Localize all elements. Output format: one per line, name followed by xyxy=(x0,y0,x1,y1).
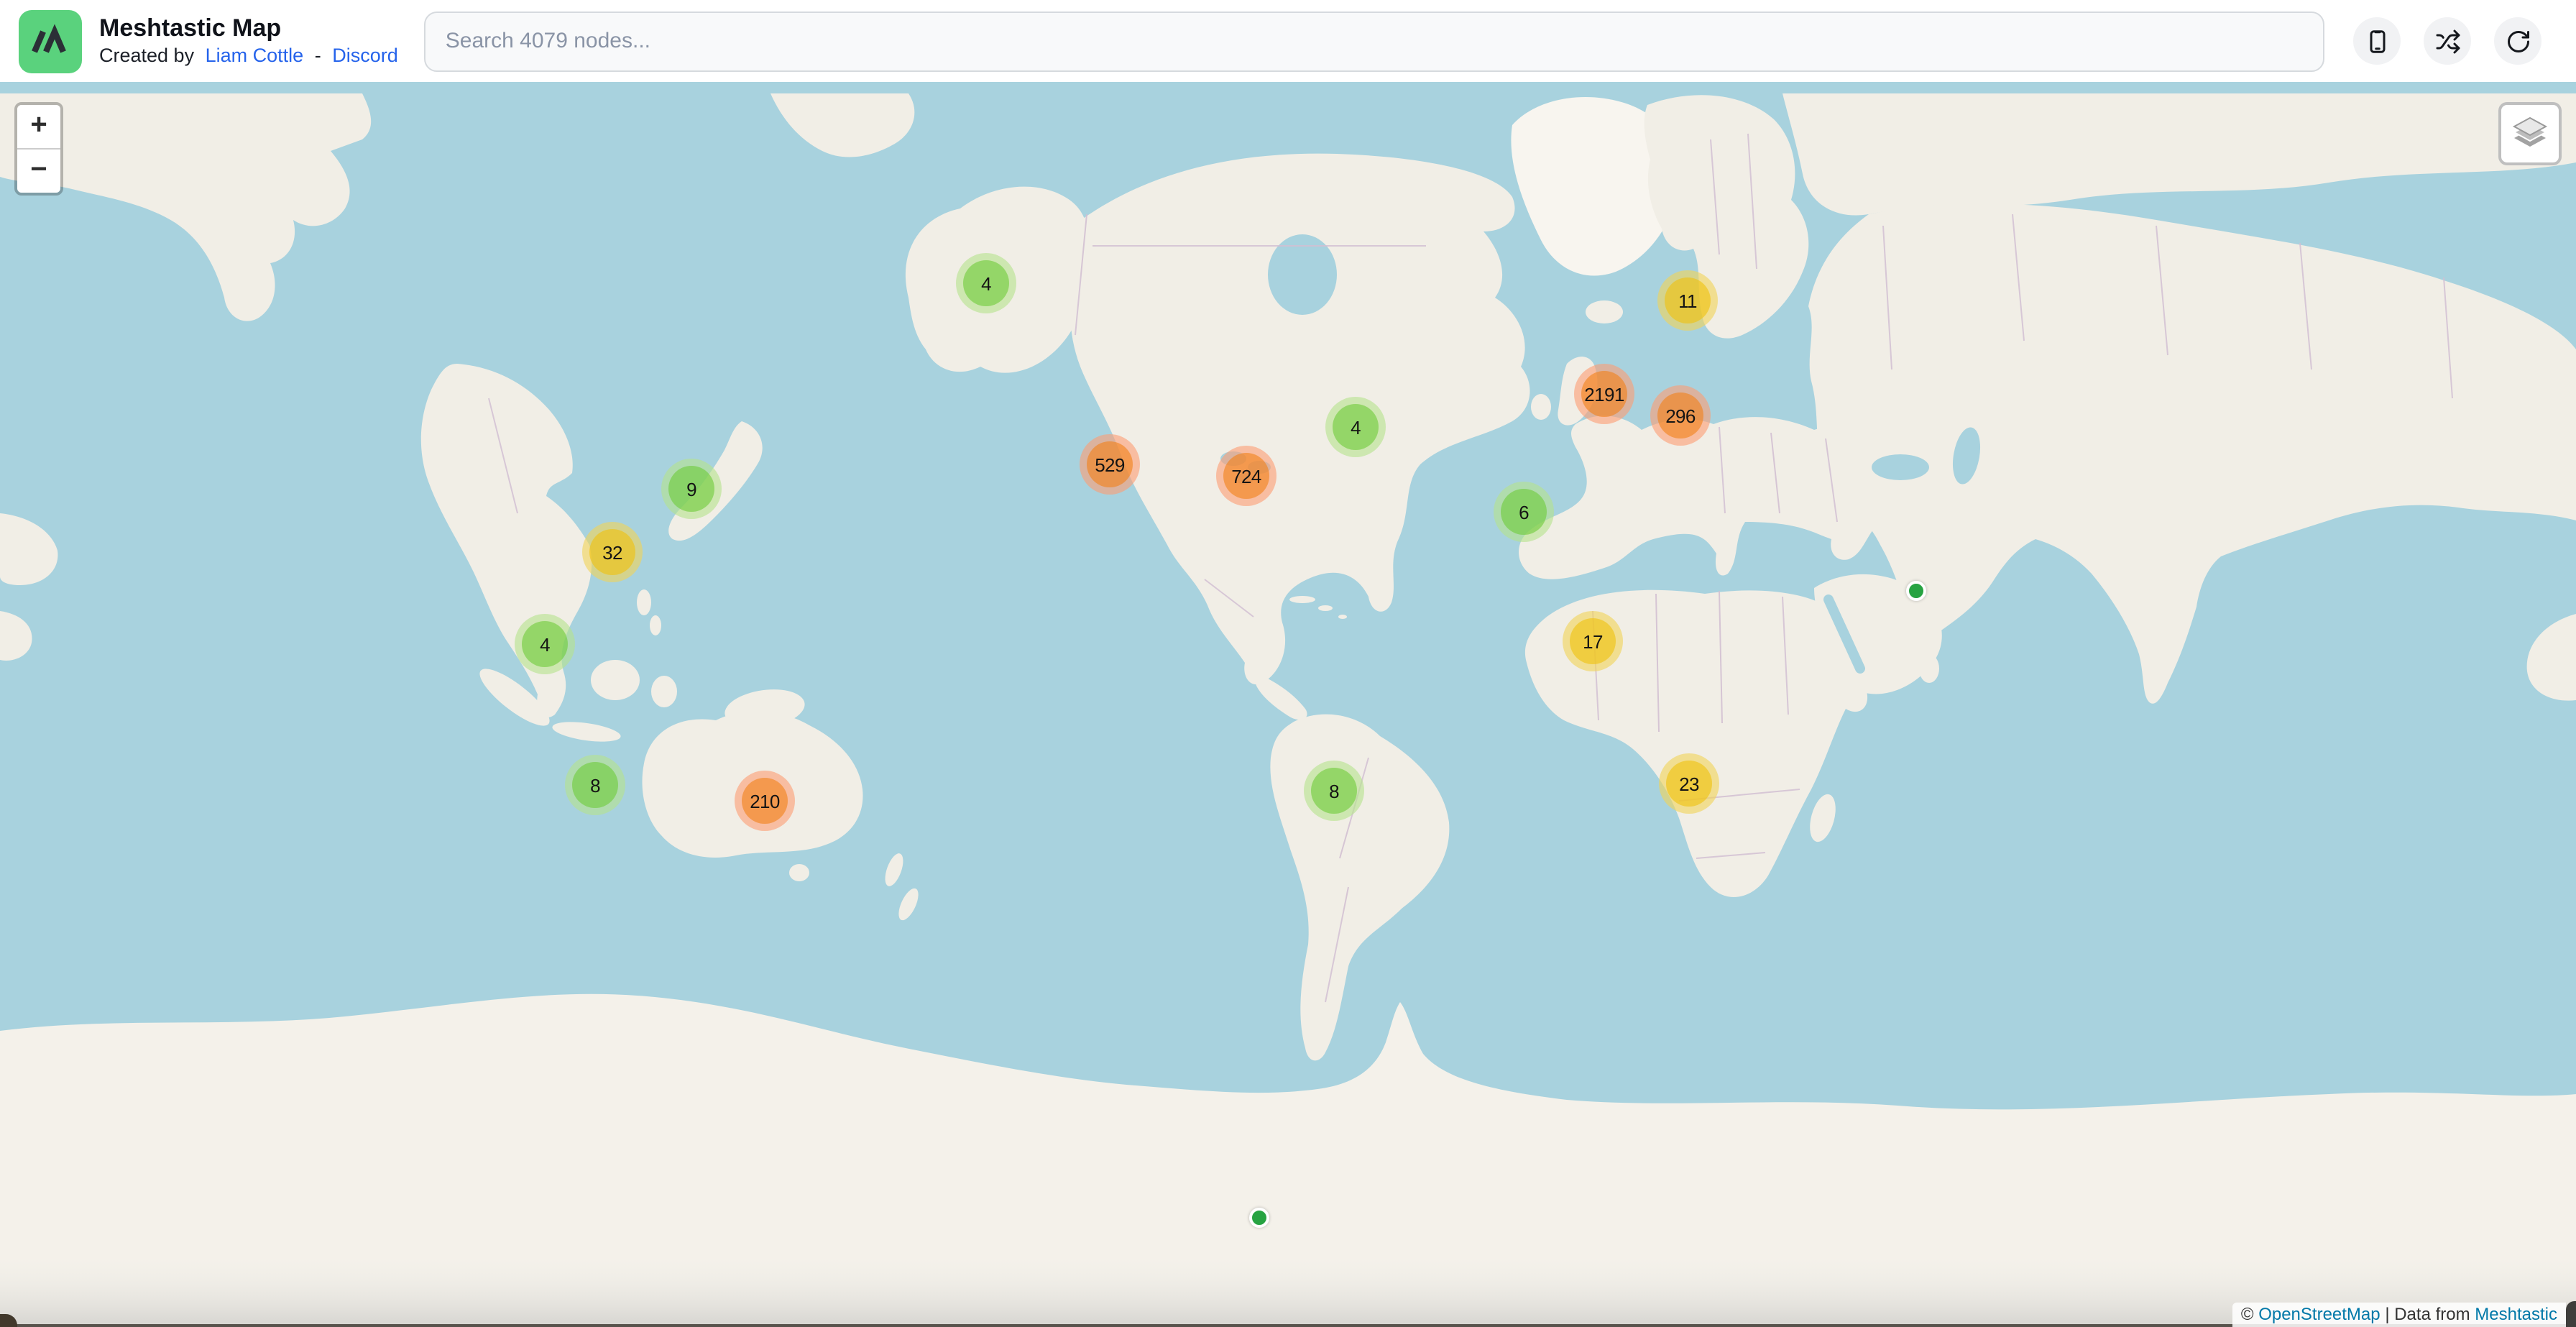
search-input[interactable] xyxy=(423,11,2324,71)
node-marker[interactable] xyxy=(1906,581,1926,601)
map-attribution: © OpenStreetMap | Data from Meshtastic xyxy=(2232,1303,2566,1327)
cluster-marker[interactable]: 8 xyxy=(565,755,625,815)
cluster-marker[interactable]: 6 xyxy=(1494,482,1554,542)
cluster-marker[interactable]: 23 xyxy=(1659,753,1719,814)
author-link[interactable]: Liam Cottle xyxy=(205,45,304,67)
random-node-button[interactable] xyxy=(2424,17,2471,65)
byline-prefix: Created by xyxy=(99,45,195,67)
attribution-middle: | Data from xyxy=(2385,1304,2470,1324)
map-canvas[interactable]: 4 11 2191 296 529 724 4 9 32 6 4 17 8 210 8 23 + − © Op… xyxy=(0,82,2576,1327)
cluster-count: 724 xyxy=(1223,453,1269,499)
meshtastic-logo-icon xyxy=(19,9,82,73)
bottom-left-corner-nub xyxy=(0,1314,17,1327)
bottom-right-corner-nub xyxy=(2566,1301,2576,1327)
zoom-in-button[interactable]: + xyxy=(17,105,60,148)
byline-separator: - xyxy=(314,45,321,67)
discord-link[interactable]: Discord xyxy=(332,45,398,67)
cluster-marker[interactable]: 296 xyxy=(1650,385,1711,446)
cluster-marker[interactable]: 11 xyxy=(1657,270,1718,331)
cluster-count: 11 xyxy=(1665,277,1711,323)
cluster-marker[interactable]: 9 xyxy=(661,459,722,519)
cluster-marker[interactable]: 8 xyxy=(1304,761,1364,821)
cluster-count: 9 xyxy=(668,466,714,512)
zoom-out-button[interactable]: − xyxy=(17,148,60,193)
header-actions xyxy=(2353,17,2542,65)
node-marker[interactable] xyxy=(1249,1208,1269,1228)
cluster-marker[interactable]: 17 xyxy=(1563,611,1623,671)
cluster-count: 529 xyxy=(1087,441,1133,487)
cluster-marker[interactable]: 4 xyxy=(956,253,1016,313)
cluster-count: 8 xyxy=(1311,768,1357,814)
shuffle-icon xyxy=(2434,28,2460,54)
cluster-count: 23 xyxy=(1666,761,1712,807)
app-header: Meshtastic Map Created by Liam Cottle - … xyxy=(0,0,2576,82)
cluster-marker[interactable]: 32 xyxy=(582,522,643,582)
cluster-count: 210 xyxy=(742,778,788,824)
copyright-symbol: © xyxy=(2240,1304,2254,1324)
cluster-count: 17 xyxy=(1570,618,1616,664)
cluster-marker[interactable]: 724 xyxy=(1216,446,1276,506)
smartphone-icon xyxy=(2364,28,2390,54)
layers-control[interactable] xyxy=(2498,102,2562,165)
cluster-count: 296 xyxy=(1657,392,1703,438)
openstreetmap-link[interactable]: OpenStreetMap xyxy=(2258,1304,2380,1324)
cluster-count: 6 xyxy=(1501,489,1547,535)
cluster-marker[interactable]: 4 xyxy=(515,614,575,674)
marker-layer: 4 11 2191 296 529 724 4 9 32 6 4 17 8 210 8 23 xyxy=(0,82,2576,1327)
cluster-marker[interactable]: 210 xyxy=(735,771,795,831)
bottom-edge-line xyxy=(0,1324,2576,1327)
cluster-count: 32 xyxy=(589,529,635,575)
cluster-count: 4 xyxy=(522,621,568,667)
cluster-count: 4 xyxy=(963,260,1009,306)
cluster-marker[interactable]: 4 xyxy=(1325,397,1386,457)
page-title: Meshtastic Map xyxy=(99,14,282,42)
byline: Created by Liam Cottle - Discord xyxy=(99,45,398,67)
world-map-tiles xyxy=(0,93,2576,1327)
mobile-app-button[interactable] xyxy=(2353,17,2401,65)
cluster-count: 2191 xyxy=(1581,371,1627,417)
cluster-marker[interactable]: 2191 xyxy=(1574,364,1634,424)
layers-icon xyxy=(2511,115,2549,152)
meshtastic-link[interactable]: Meshtastic xyxy=(2475,1304,2557,1324)
cluster-marker[interactable]: 529 xyxy=(1080,434,1140,495)
refresh-icon xyxy=(2505,28,2531,54)
cluster-count: 4 xyxy=(1333,404,1379,450)
refresh-button[interactable] xyxy=(2494,17,2542,65)
cluster-count: 8 xyxy=(572,762,618,808)
zoom-control: + − xyxy=(14,102,63,196)
